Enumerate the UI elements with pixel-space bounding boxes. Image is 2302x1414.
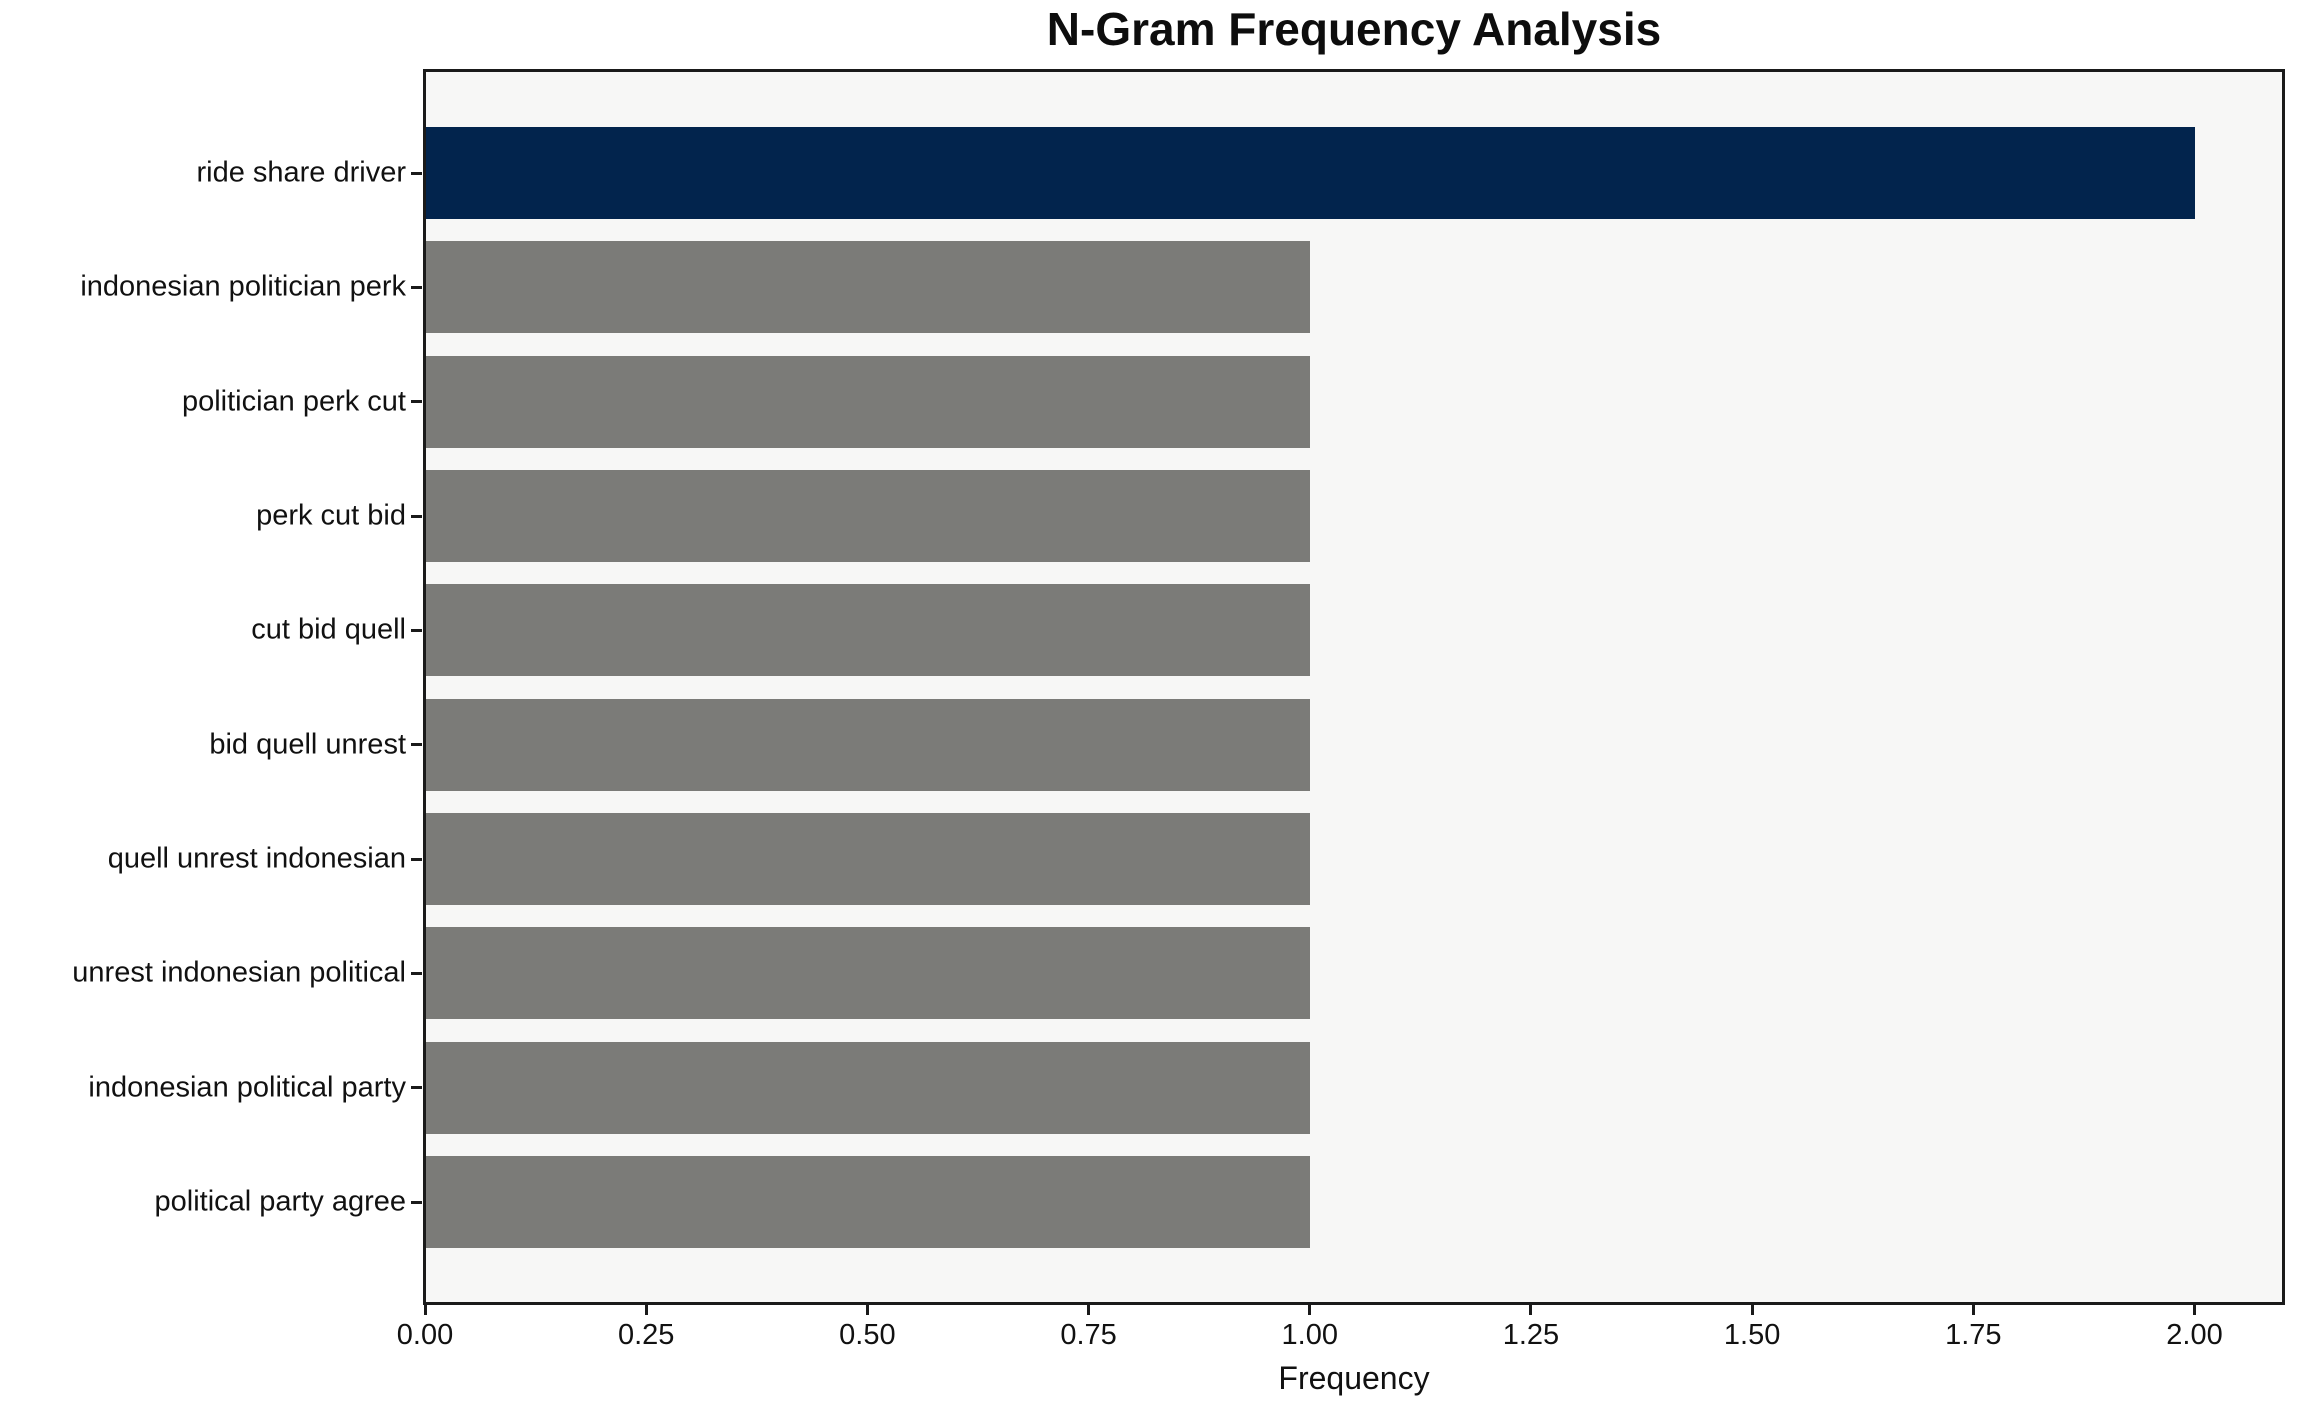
x-tick-mark (423, 1304, 427, 1315)
chart-title: N-Gram Frequency Analysis (1046, 3, 1662, 55)
x-tick-label: 2.00 (2166, 1319, 2223, 1351)
bar-bid-quell-unrest (425, 698, 1310, 791)
x-tick-label: 1.00 (1281, 1319, 1338, 1351)
x-tick-mark (1750, 1304, 1754, 1315)
plot-area (423, 69, 2285, 1305)
y-tick-mark (411, 400, 422, 404)
x-tick-mark (865, 1304, 869, 1315)
bar-indonesian-political-party (425, 1041, 1310, 1134)
x-tick-label: 0.25 (617, 1319, 675, 1351)
bar-indonesian-politician-perk (425, 241, 1310, 334)
x-tick-label: 0.00 (396, 1319, 454, 1351)
y-tick-mark (411, 1086, 422, 1090)
x-tick-mark (644, 1304, 648, 1315)
y-tick-mark (411, 171, 422, 175)
y-axis-label: cut bid quell (251, 613, 406, 646)
y-axis-label: quell unrest indonesian (107, 842, 406, 875)
x-tick-mark (2193, 1304, 2197, 1315)
x-tick-label: 1.25 (1502, 1319, 1560, 1351)
y-tick-mark (411, 1200, 422, 1204)
bar-quell-unrest-indonesian (425, 813, 1310, 905)
y-axis-label: bid quell unrest (209, 728, 406, 761)
x-tick-label: 0.75 (1060, 1319, 1117, 1351)
x-tick-label: 1.50 (1723, 1319, 1781, 1351)
y-axis-label: perk cut bid (256, 499, 406, 532)
y-tick-mark (411, 857, 422, 861)
y-axis-label: indonesian politician perk (80, 270, 406, 303)
y-axis-label: political party agree (154, 1185, 406, 1218)
bar-political-party-agree (425, 1156, 1310, 1248)
y-tick-mark (411, 628, 422, 632)
x-tick-mark (1087, 1304, 1091, 1315)
x-tick-mark (1308, 1304, 1312, 1315)
y-tick-mark (411, 971, 422, 975)
bar-politician-perk-cut (425, 355, 1310, 448)
x-axis-title: Frequency (1278, 1360, 1430, 1396)
bar-ride-share-driver (425, 127, 2195, 219)
x-tick-label: 0.50 (839, 1319, 896, 1351)
bar-unrest-indonesian-political (425, 927, 1310, 1020)
y-axis-label: politician perk cut (181, 385, 406, 418)
y-axis-label: indonesian political party (88, 1071, 406, 1104)
y-tick-mark (411, 514, 422, 518)
bar-perk-cut-bid (425, 470, 1310, 562)
y-tick-mark (411, 743, 422, 747)
x-tick-mark (1529, 1304, 1533, 1315)
x-tick-label: 1.75 (1945, 1319, 2002, 1351)
y-axis-label: unrest indonesian political (72, 956, 406, 989)
y-tick-mark (411, 285, 422, 289)
bar-cut-bid-quell (425, 584, 1310, 677)
y-axis-label: ride share driver (196, 156, 406, 189)
x-tick-mark (1971, 1304, 1975, 1315)
